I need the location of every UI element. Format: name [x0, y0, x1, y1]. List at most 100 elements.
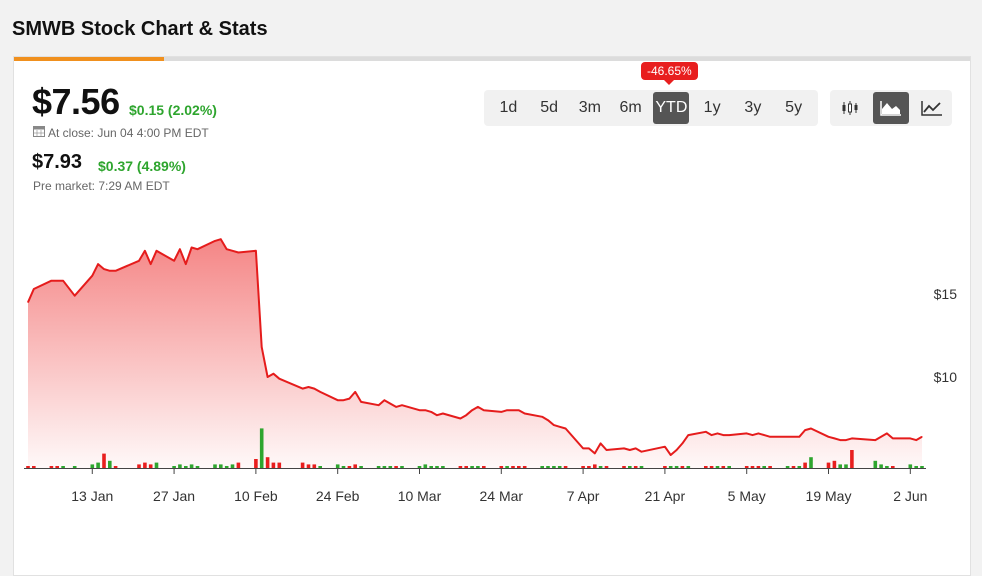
volume-bar	[277, 462, 282, 468]
volume-bar	[464, 466, 468, 468]
price-point	[880, 436, 882, 438]
volume-bar	[394, 466, 398, 468]
volume-bar	[318, 466, 322, 468]
volume-bar	[353, 464, 357, 468]
price-point	[757, 432, 760, 434]
range-5d-button[interactable]: 5d	[540, 99, 559, 116]
range-3y-button[interactable]: 3y	[744, 99, 762, 116]
price-point	[471, 409, 473, 411]
price-point	[810, 427, 812, 430]
volume-bar	[476, 466, 480, 468]
pre-market-price: $7.93	[32, 151, 83, 173]
price-point	[261, 346, 263, 348]
price-point	[459, 417, 461, 420]
price-point	[746, 432, 748, 434]
volume-bar	[891, 466, 895, 468]
price-point	[483, 409, 485, 411]
price-point	[267, 376, 269, 378]
price-point	[547, 419, 549, 421]
price-point	[640, 451, 643, 453]
line-chart-icon	[920, 101, 942, 116]
volume-bar	[914, 466, 918, 468]
price-point	[465, 414, 467, 416]
volume-bar	[639, 466, 644, 468]
calendar-icon	[33, 125, 45, 140]
volume-bar	[557, 466, 562, 468]
line-chart-button[interactable]	[914, 92, 950, 124]
volume-bar	[61, 466, 65, 468]
volume-bar	[271, 462, 276, 468]
volume-bar	[709, 466, 714, 468]
price-point	[56, 280, 58, 282]
volume-bar	[265, 457, 270, 468]
price-point	[500, 411, 502, 413]
price-point	[559, 426, 561, 428]
pre-market-change: $0.37 (4.89%)	[98, 158, 186, 174]
price-point	[804, 429, 806, 431]
range-1d-button[interactable]: 1d	[499, 99, 518, 116]
volume-bar	[417, 466, 422, 468]
price-point	[226, 248, 228, 250]
volume-bar	[768, 466, 772, 468]
price-point	[109, 270, 111, 272]
pre-market-label: Pre market: 7:29 AM EDT	[33, 179, 170, 193]
x-tick-label: 21 Apr	[645, 488, 686, 504]
range-3m-button[interactable]: 3m	[578, 99, 601, 116]
volume-bar	[908, 464, 913, 468]
volume-bar	[563, 466, 568, 468]
volume-bar	[224, 466, 229, 468]
close-info: At close: Jun 04 4:00 PM EDT	[33, 125, 209, 140]
price-point	[477, 406, 479, 408]
price-point	[115, 270, 117, 272]
volume-bar	[347, 466, 352, 468]
price-point	[588, 447, 590, 449]
volume-bar	[189, 464, 194, 468]
volume-bar	[300, 462, 305, 468]
price-point	[424, 409, 426, 411]
price-point	[442, 412, 444, 415]
price-point	[687, 434, 689, 436]
volume-bar	[312, 464, 317, 468]
candlestick-chart-button[interactable]	[832, 92, 868, 124]
price-point	[220, 238, 222, 240]
range-6m-button[interactable]: 6m	[619, 99, 642, 116]
volume-bar	[668, 466, 673, 468]
range-1y-button[interactable]: 1y	[703, 99, 721, 116]
price-point	[705, 431, 707, 433]
volume-bar	[143, 462, 147, 468]
volume-bar	[663, 466, 667, 468]
price-point	[430, 411, 432, 413]
price-point	[319, 391, 321, 393]
volume-bar	[750, 466, 755, 468]
volume-bar	[306, 464, 311, 468]
volume-bar	[797, 466, 802, 468]
price-point	[553, 424, 555, 426]
price-area-fill	[28, 239, 922, 468]
range-5y-button[interactable]: 5y	[785, 99, 803, 116]
current-price: $7.56	[32, 81, 120, 122]
price-point	[144, 250, 146, 252]
price-point	[401, 404, 403, 406]
close-label: At close: Jun 04 4:00 PM EDT	[48, 125, 209, 140]
price-point	[389, 403, 391, 405]
price-point	[833, 437, 836, 439]
volume-bar	[90, 464, 95, 468]
volume-bar	[400, 466, 404, 468]
volume-bar	[184, 466, 188, 468]
area-chart-button[interactable]	[872, 92, 909, 124]
price-point	[716, 432, 719, 434]
price-point	[378, 404, 380, 406]
range-ytd-button[interactable]: YTD	[653, 92, 690, 124]
price-point	[185, 263, 187, 265]
price-point	[313, 388, 315, 390]
price-point	[74, 295, 76, 297]
volume-bar	[213, 464, 217, 468]
price-point	[512, 409, 514, 411]
price-point	[418, 409, 421, 411]
volume-bar	[435, 466, 439, 468]
price-point	[436, 414, 438, 416]
price-point	[851, 437, 853, 439]
price-point	[605, 449, 608, 451]
volume-bar	[809, 457, 813, 468]
